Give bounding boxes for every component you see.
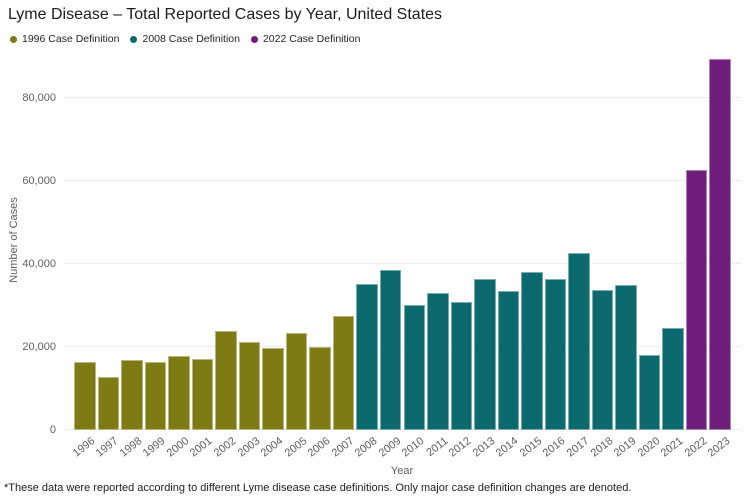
plot-area <box>64 50 741 430</box>
y-tick-0: 0 <box>49 424 56 436</box>
bar-2000[interactable] <box>168 356 190 430</box>
bar-1997[interactable] <box>97 376 120 430</box>
bar-1999[interactable] <box>144 362 167 430</box>
bar-2007[interactable] <box>332 316 355 430</box>
bar-2009[interactable] <box>379 270 402 430</box>
bar-2004[interactable] <box>262 347 284 430</box>
bar-2013[interactable] <box>474 279 496 430</box>
legend-swatch-icon-1996-case-definition <box>10 35 17 43</box>
x-tick-2003: 2003 <box>235 435 262 460</box>
bar-2011[interactable] <box>427 292 449 430</box>
x-tick-2001: 2001 <box>188 435 215 460</box>
x-axis-title: Year <box>390 465 414 477</box>
x-tick-2017: 2017 <box>564 435 592 460</box>
gridline-20000 <box>64 346 741 347</box>
x-tick-2007: 2007 <box>329 435 357 460</box>
x-tick-2005: 2005 <box>282 435 309 460</box>
x-tick-2015: 2015 <box>517 435 545 460</box>
bar-2019[interactable] <box>615 284 637 430</box>
x-tick-2016: 2016 <box>541 435 568 460</box>
bar-2005[interactable] <box>285 333 308 430</box>
footnote: *These data were reported according to d… <box>4 482 632 494</box>
x-tick-2023: 2023 <box>705 435 733 460</box>
legend: 1996 Case Definition 2008 Case Definition… <box>10 33 360 45</box>
bar-2002[interactable] <box>215 331 237 430</box>
x-tick-2020: 2020 <box>635 435 663 460</box>
x-tick-2021: 2021 <box>658 435 686 460</box>
legend-swatch-icon-2008-case-definition <box>130 35 138 43</box>
bar-2020[interactable] <box>638 355 661 430</box>
legend-item-2022-case-definition[interactable]: 2022 Case Definition <box>250 33 361 45</box>
x-tick-2012: 2012 <box>447 435 474 460</box>
x-tick-2013: 2013 <box>470 435 498 460</box>
y-tick-40000: 40,000 <box>22 258 56 270</box>
x-tick-2008: 2008 <box>352 435 380 460</box>
legend-label-1996-case-definition: 1996 Case Definition <box>22 33 120 45</box>
bar-2015[interactable] <box>521 272 543 430</box>
x-tick-2022: 2022 <box>682 435 710 460</box>
bar-2018[interactable] <box>591 290 614 430</box>
bar-1998[interactable] <box>121 360 143 430</box>
bar-2022[interactable] <box>685 170 708 430</box>
x-tick-2019: 2019 <box>611 435 639 460</box>
legend-label-2008-case-definition: 2008 Case Definition <box>142 33 240 45</box>
y-tick-60000: 60,000 <box>22 175 56 187</box>
y-axis-tick-labels: 0 20,000 40,000 60,000 80,000 <box>0 50 56 436</box>
chart-title: Lyme Disease – Total Reported Cases by Y… <box>8 6 443 23</box>
x-tick-2004: 2004 <box>258 435 286 460</box>
x-tick-2006: 2006 <box>305 435 333 460</box>
bar-2021[interactable] <box>662 327 684 430</box>
x-tick-1998: 1998 <box>117 435 145 460</box>
bar-2016[interactable] <box>544 278 567 430</box>
x-tick-1997: 1997 <box>94 435 121 460</box>
y-tick-80000: 80,000 <box>22 92 56 104</box>
x-tick-2018: 2018 <box>588 435 615 460</box>
gridline-0 <box>64 429 741 430</box>
bar-2017[interactable] <box>568 252 590 430</box>
x-tick-2002: 2002 <box>211 435 239 460</box>
x-tick-2014: 2014 <box>494 435 521 460</box>
y-tick-20000: 20,000 <box>22 341 56 353</box>
legend-swatch-icon-2022-case-definition <box>250 35 258 43</box>
bar-2001[interactable] <box>191 359 214 430</box>
bar-2008[interactable] <box>356 283 378 430</box>
bar-2012[interactable] <box>450 302 473 430</box>
x-tick-1999: 1999 <box>141 435 168 460</box>
x-tick-1996: 1996 <box>70 435 98 460</box>
gridline-60000 <box>64 180 741 181</box>
legend-item-1996-case-definition[interactable]: 1996 Case Definition <box>10 33 119 45</box>
x-tick-2000: 2000 <box>164 435 192 460</box>
bar-2010[interactable] <box>403 304 426 430</box>
bar-2014[interactable] <box>497 291 520 430</box>
gridline-80000 <box>64 97 741 98</box>
bar-2006[interactable] <box>309 347 331 430</box>
bar-2023[interactable] <box>709 58 731 430</box>
bar-2003[interactable] <box>238 341 261 430</box>
legend-item-2008-case-definition[interactable]: 2008 Case Definition <box>130 33 240 45</box>
bar-1996[interactable] <box>74 361 96 430</box>
legend-label-2022-case-definition: 2022 Case Definition <box>262 33 361 45</box>
gridline-40000 <box>64 263 741 264</box>
